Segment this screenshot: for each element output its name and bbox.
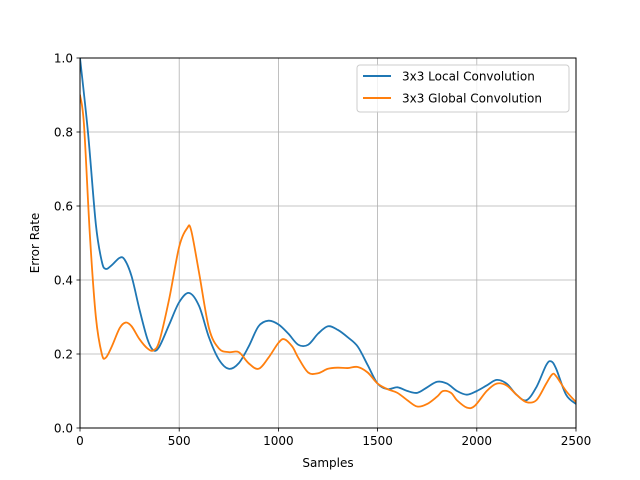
x-axis-label: Samples [302, 456, 353, 470]
x-tick-label: 1500 [362, 434, 393, 448]
y-tick-label: 0.2 [54, 348, 73, 362]
plot-area [80, 58, 576, 428]
x-tick-label: 1000 [263, 434, 294, 448]
plot-frame [79, 57, 577, 429]
y-tick-label: 0.0 [54, 422, 73, 436]
grid-lines [79, 57, 577, 429]
x-tick-label: 2000 [462, 434, 493, 448]
legend-label-global: 3x3 Global Convolution [402, 92, 542, 106]
legend-label-local: 3x3 Local Convolution [402, 70, 535, 84]
x-tick-label: 2500 [561, 434, 592, 448]
x-tick-label: 500 [168, 434, 191, 448]
y-axis-label: Error Rate [28, 213, 42, 274]
legend: 3x3 Local Convolution 3x3 Global Convolu… [356, 64, 570, 113]
y-tick-label: 0.8 [54, 126, 73, 140]
y-tick-label: 0.4 [54, 274, 73, 288]
y-tick-label: 1.0 [54, 52, 73, 66]
series-lines [80, 58, 576, 410]
series-line-local [80, 58, 576, 405]
y-tick-label: 0.6 [54, 200, 73, 214]
series-line-global [80, 94, 576, 410]
x-tick-label: 0 [76, 434, 84, 448]
axis-ticks: 0 500 1000 1500 2000 2500 0.0 0.2 0.4 0.6 0.8 1.0 [54, 52, 591, 449]
legend-box [356, 64, 570, 113]
